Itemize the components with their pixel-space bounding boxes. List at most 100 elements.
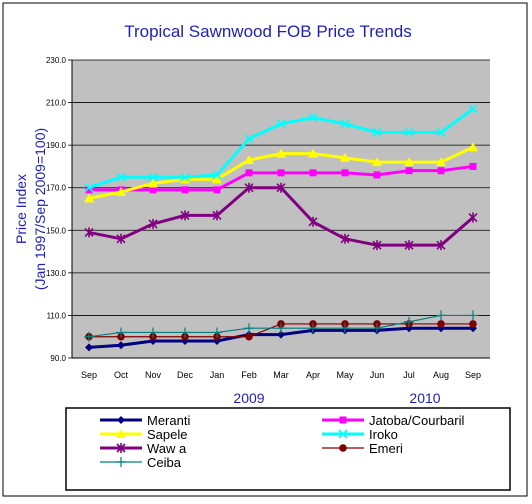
legend-entry: Ceiba bbox=[100, 455, 182, 470]
data-point bbox=[116, 443, 126, 453]
data-point bbox=[469, 162, 477, 170]
y-tick-label: 230.0 bbox=[46, 56, 67, 65]
data-point bbox=[372, 157, 382, 167]
data-point bbox=[468, 212, 478, 223]
series-ceiba bbox=[84, 310, 478, 342]
data-point bbox=[437, 320, 445, 328]
y-axis-label-line2: (Jan 1997/Sep 2009=100) bbox=[32, 128, 48, 290]
x-tick-label: Jul bbox=[403, 370, 415, 380]
data-point bbox=[116, 457, 126, 467]
legend-label: Iroko bbox=[369, 427, 398, 442]
data-point bbox=[340, 119, 350, 129]
data-point bbox=[245, 169, 253, 177]
data-point bbox=[277, 330, 285, 339]
data-point bbox=[85, 343, 93, 352]
data-point bbox=[84, 183, 94, 193]
data-point bbox=[338, 429, 348, 439]
legend-entries: Meranti Jatoba/Courbaril Sapele Iroko Waw a E… bbox=[100, 413, 464, 470]
series-waw-a bbox=[84, 182, 478, 251]
data-point bbox=[148, 327, 158, 338]
data-point bbox=[340, 323, 350, 334]
legend-entry: Meranti bbox=[100, 413, 190, 428]
data-point bbox=[372, 240, 382, 251]
x-tick-labels: Sep Oct Nov Dec Jan Feb Mar Apr May Jun Jul Aug Sep bbox=[81, 370, 481, 380]
data-point bbox=[405, 167, 413, 175]
data-point bbox=[116, 327, 126, 338]
legend-label: Jatoba/Courbaril bbox=[369, 413, 464, 428]
x-tick-label: Nov bbox=[145, 370, 162, 380]
data-point bbox=[276, 182, 286, 193]
data-point bbox=[212, 174, 222, 184]
data-point bbox=[277, 169, 285, 177]
x-tick-label: Oct bbox=[114, 370, 129, 380]
data-point bbox=[309, 169, 317, 177]
x-tick-label: Aug bbox=[433, 370, 449, 380]
data-point bbox=[116, 172, 126, 182]
data-point bbox=[436, 127, 446, 137]
x-tick-label: Apr bbox=[306, 370, 320, 380]
y-tick-label: 170.0 bbox=[46, 184, 67, 193]
data-point bbox=[404, 240, 414, 251]
x-tick-label: Jan bbox=[210, 370, 225, 380]
data-point bbox=[437, 167, 445, 175]
data-point bbox=[308, 323, 318, 334]
data-point bbox=[469, 320, 477, 328]
data-point bbox=[245, 332, 253, 341]
data-point bbox=[308, 148, 318, 158]
data-point bbox=[116, 233, 126, 244]
chart-title: Tropical Sawnwood FOB Price Trends bbox=[124, 22, 412, 41]
data-point bbox=[468, 310, 478, 321]
data-point bbox=[404, 316, 414, 327]
data-point bbox=[308, 216, 318, 227]
data-point bbox=[436, 310, 446, 321]
legend-entry: Sapele bbox=[100, 427, 187, 442]
year-label: 2009 bbox=[233, 390, 264, 406]
data-point bbox=[244, 182, 254, 193]
data-point bbox=[244, 134, 254, 144]
y-tick-label: 110.0 bbox=[47, 311, 67, 320]
y-tick-label: 90.0 bbox=[50, 354, 66, 363]
data-point bbox=[116, 186, 126, 196]
data-point bbox=[180, 327, 190, 338]
data-point bbox=[244, 155, 254, 165]
series-iroko bbox=[84, 104, 478, 193]
data-point bbox=[468, 104, 478, 114]
series-lines bbox=[84, 104, 478, 352]
legend-entry: Waw a bbox=[100, 441, 187, 456]
data-point bbox=[372, 127, 382, 137]
data-point bbox=[117, 416, 125, 424]
series-sapele bbox=[84, 142, 478, 203]
data-point bbox=[148, 178, 158, 188]
x-tick-label: Jun bbox=[370, 370, 385, 380]
x-tick-label: Sep bbox=[81, 370, 97, 380]
plot-area bbox=[72, 60, 490, 358]
data-point bbox=[84, 193, 94, 203]
data-point bbox=[181, 186, 189, 194]
data-point bbox=[117, 341, 125, 350]
data-point bbox=[276, 148, 286, 158]
data-point bbox=[340, 233, 350, 244]
data-point bbox=[149, 186, 157, 194]
legend-label: Ceiba bbox=[147, 455, 182, 470]
x-tick-label: Sep bbox=[465, 370, 481, 380]
data-point bbox=[212, 327, 222, 338]
data-point bbox=[404, 157, 414, 167]
y-tick-label: 210.0 bbox=[46, 99, 67, 108]
data-point bbox=[339, 416, 347, 424]
data-point bbox=[84, 331, 94, 342]
data-point bbox=[84, 227, 94, 238]
data-point bbox=[148, 172, 158, 182]
legend-label: Emeri bbox=[369, 441, 403, 456]
data-point bbox=[373, 171, 381, 179]
legend-label: Waw a bbox=[147, 441, 187, 456]
data-point bbox=[244, 323, 254, 334]
data-point bbox=[436, 240, 446, 251]
data-point bbox=[340, 152, 350, 162]
x-tick-label: Dec bbox=[177, 370, 194, 380]
x-tick-label: May bbox=[336, 370, 354, 380]
data-point bbox=[85, 186, 93, 194]
data-point bbox=[276, 119, 286, 129]
year-label: 2010 bbox=[409, 390, 440, 406]
data-point bbox=[212, 170, 222, 180]
